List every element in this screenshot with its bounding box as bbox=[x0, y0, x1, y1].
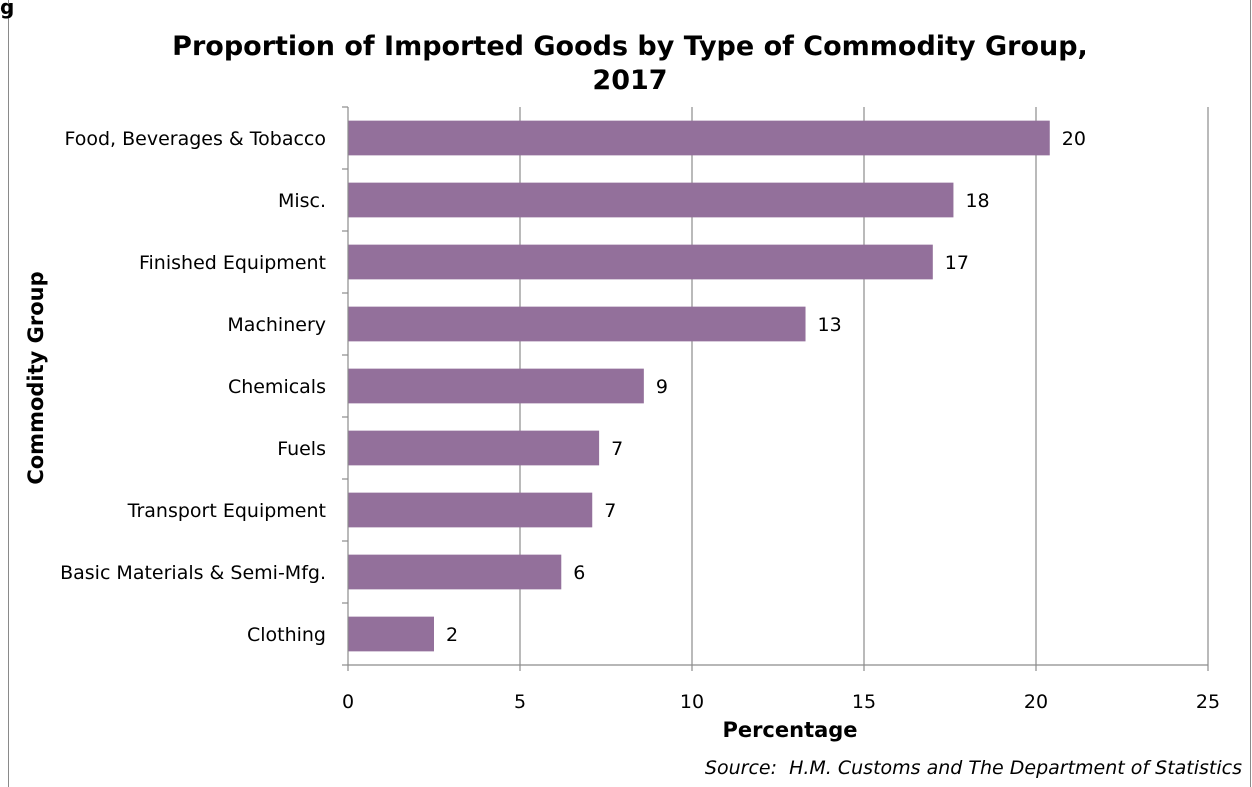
bar-4 bbox=[348, 306, 806, 342]
category-label-5: Chemicals bbox=[228, 376, 326, 398]
bar-8 bbox=[348, 554, 562, 590]
category-label-2: Misc. bbox=[278, 190, 326, 212]
x-tick-label-5: 5 bbox=[514, 691, 526, 713]
x-tick-label-15: 15 bbox=[852, 691, 876, 713]
bar-9 bbox=[348, 616, 434, 652]
bar-5 bbox=[348, 368, 644, 404]
category-label-7: Transport Equipment bbox=[127, 500, 326, 522]
data-label-6: 7 bbox=[611, 438, 623, 460]
bars bbox=[348, 120, 1050, 652]
bar-3 bbox=[348, 244, 933, 280]
category-label-3: Finished Equipment bbox=[139, 252, 326, 274]
figure-fragment-label: g bbox=[0, 0, 15, 19]
chart-title-line-2: 2017 bbox=[592, 65, 667, 96]
category-label-1: Food, Beverages & Tobacco bbox=[64, 128, 326, 150]
data-label-3: 17 bbox=[945, 252, 969, 274]
category-label-8: Basic Materials & Semi-Mfg. bbox=[60, 562, 326, 584]
bar-7 bbox=[348, 492, 593, 528]
bar-2 bbox=[348, 182, 954, 218]
axes bbox=[342, 106, 1209, 671]
chart-frame bbox=[8, 0, 1251, 787]
category-label-6: Fuels bbox=[277, 438, 326, 460]
category-label-9: Clothing bbox=[247, 624, 326, 646]
x-tick-label-25: 25 bbox=[1196, 691, 1220, 713]
x-axis-title: Percentage bbox=[722, 718, 857, 742]
y-axis-title: Commodity Group bbox=[24, 271, 48, 484]
chart-title-line-1: Proportion of Imported Goods by Type of … bbox=[172, 31, 1088, 62]
x-tick-label-0: 0 bbox=[342, 691, 354, 713]
category-label-4: Machinery bbox=[227, 314, 326, 336]
x-tick-label-20: 20 bbox=[1024, 691, 1048, 713]
data-label-2: 18 bbox=[965, 190, 989, 212]
x-tick-label-10: 10 bbox=[680, 691, 704, 713]
data-label-8: 6 bbox=[573, 562, 585, 584]
data-label-7: 7 bbox=[604, 500, 616, 522]
data-label-9: 2 bbox=[446, 624, 458, 646]
bar-6 bbox=[348, 430, 600, 466]
source-note: Source: H.M. Customs and The Department … bbox=[705, 757, 1242, 779]
data-label-1: 20 bbox=[1062, 128, 1086, 150]
data-label-4: 13 bbox=[818, 314, 842, 336]
data-label-5: 9 bbox=[656, 376, 668, 398]
labels: 0 5 10 15 20 25 Food, Beverages & Tobacco 20 Mis… bbox=[60, 128, 1220, 713]
bar-1 bbox=[348, 120, 1050, 156]
